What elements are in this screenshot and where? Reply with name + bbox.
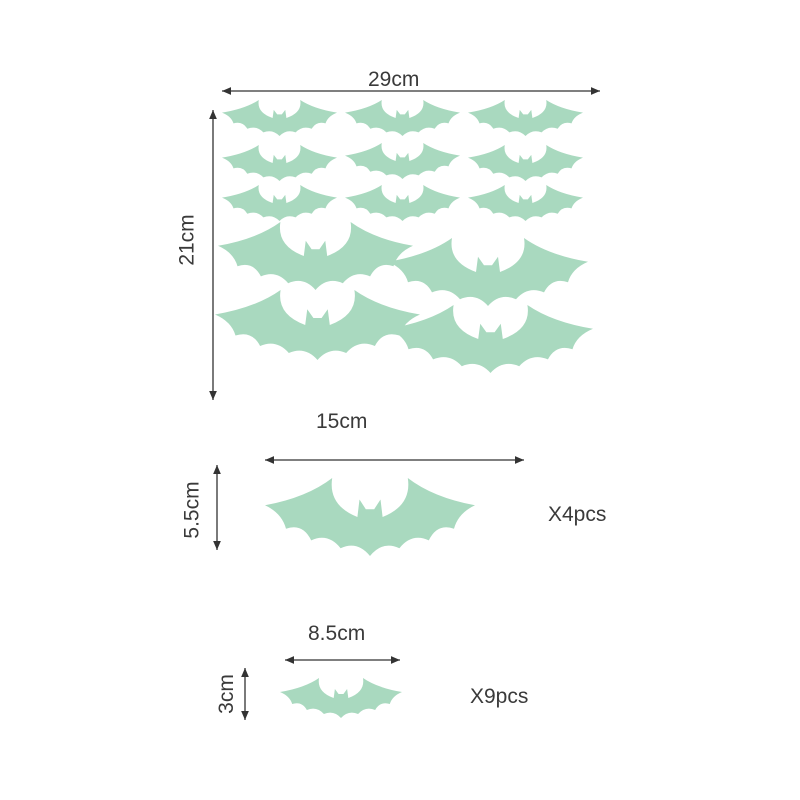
bat-small: [468, 100, 583, 136]
sheet-height-label: 21cm: [175, 214, 199, 266]
large-bat-height-label: 5.5cm: [180, 481, 204, 539]
bat-small: [468, 145, 583, 181]
sticker-sheet: [215, 100, 593, 718]
small-bat-height-label: 3cm: [214, 674, 238, 714]
bat-small: [222, 185, 337, 221]
sheet-width-label: 29cm: [368, 68, 420, 91]
bat-small: [468, 185, 583, 221]
bat-small-sample: [280, 678, 402, 718]
bat-large: [388, 238, 588, 306]
large-bat-quantity: X4pcs: [548, 503, 607, 526]
bat-large: [215, 290, 420, 360]
bat-large: [218, 222, 413, 290]
bat-small: [345, 185, 460, 221]
bat-small: [222, 145, 337, 181]
bat-large: [388, 305, 593, 373]
large-bat-width-label: 15cm: [316, 410, 368, 433]
bat-small: [345, 100, 460, 136]
small-bat-width-label: 8.5cm: [308, 622, 366, 645]
bat-large-sample: [265, 478, 475, 556]
small-bat-quantity: X9pcs: [470, 685, 529, 708]
bat-small: [222, 100, 337, 136]
bat-small: [345, 143, 460, 179]
